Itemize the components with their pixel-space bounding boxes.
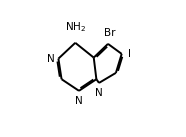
Text: I: I: [128, 49, 131, 59]
Text: N: N: [95, 88, 103, 98]
Text: N: N: [75, 96, 83, 105]
Text: Br: Br: [104, 28, 116, 38]
Text: NH$_2$: NH$_2$: [65, 21, 86, 34]
Text: N: N: [47, 54, 55, 64]
